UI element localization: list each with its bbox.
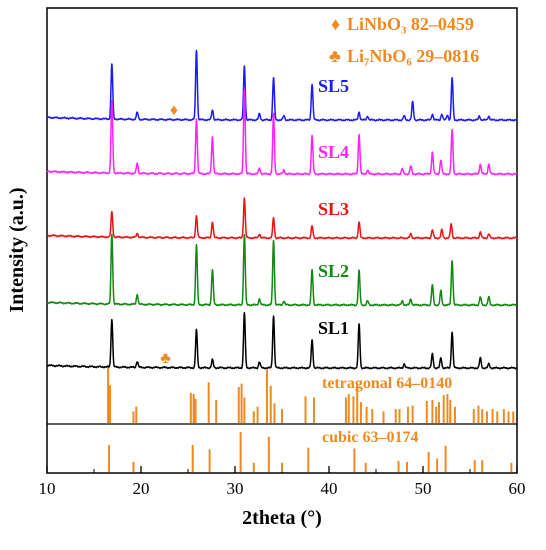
phase-marker: ♣ [160, 350, 171, 367]
phase-marker: ♦ [170, 102, 178, 119]
xrd-patterns: SL5 SL4 SL3 SL2 SL1 ♦ ♣ [46, 49, 518, 370]
reference-label-tetragonal: tetragonal 64–0140 [322, 375, 452, 392]
y-axis-title: Intensity (a.u.) [6, 187, 28, 312]
pattern-label-sl5: SL5 [318, 76, 349, 96]
pattern-label-sl1: SL1 [318, 318, 349, 338]
x-axis-ticks: 10 20 30 40 50 60 [39, 466, 526, 498]
x-tick-label-60: 60 [509, 479, 526, 498]
x-tick-label-10: 10 [39, 479, 56, 498]
pattern-sl3 [46, 197, 518, 240]
x-tick-label-50: 50 [415, 479, 432, 498]
x-tick-label-30: 30 [227, 479, 244, 498]
reference-patterns [107, 365, 515, 472]
x-axis-title: 2theta (°) [242, 507, 322, 529]
x-tick-label-40: 40 [321, 479, 338, 498]
legend-li7nbo6-label: Li₇NbO₆ 29–0816 [347, 46, 479, 66]
pattern-label-sl4: SL4 [318, 142, 349, 162]
pattern-sl5 [46, 49, 518, 122]
pattern-sl2 [46, 233, 518, 307]
pattern-sl1 [46, 312, 518, 370]
x-tick-label-20: 20 [133, 479, 150, 498]
legend: ♦ LiNbO₃ 82–0459 ♣ Li₇NbO₆ 29–0816 [329, 14, 479, 66]
legend-club-symbol: ♣ [329, 46, 341, 66]
pattern-sl4 [46, 88, 518, 176]
legend-linbo3-label: LiNbO₃ 82–0459 [347, 14, 474, 34]
pattern-label-sl3: SL3 [318, 199, 349, 219]
legend-diamond-symbol: ♦ [331, 14, 340, 34]
reference-label-cubic: cubic 63–0174 [322, 429, 418, 446]
pattern-label-sl2: SL2 [318, 261, 349, 281]
